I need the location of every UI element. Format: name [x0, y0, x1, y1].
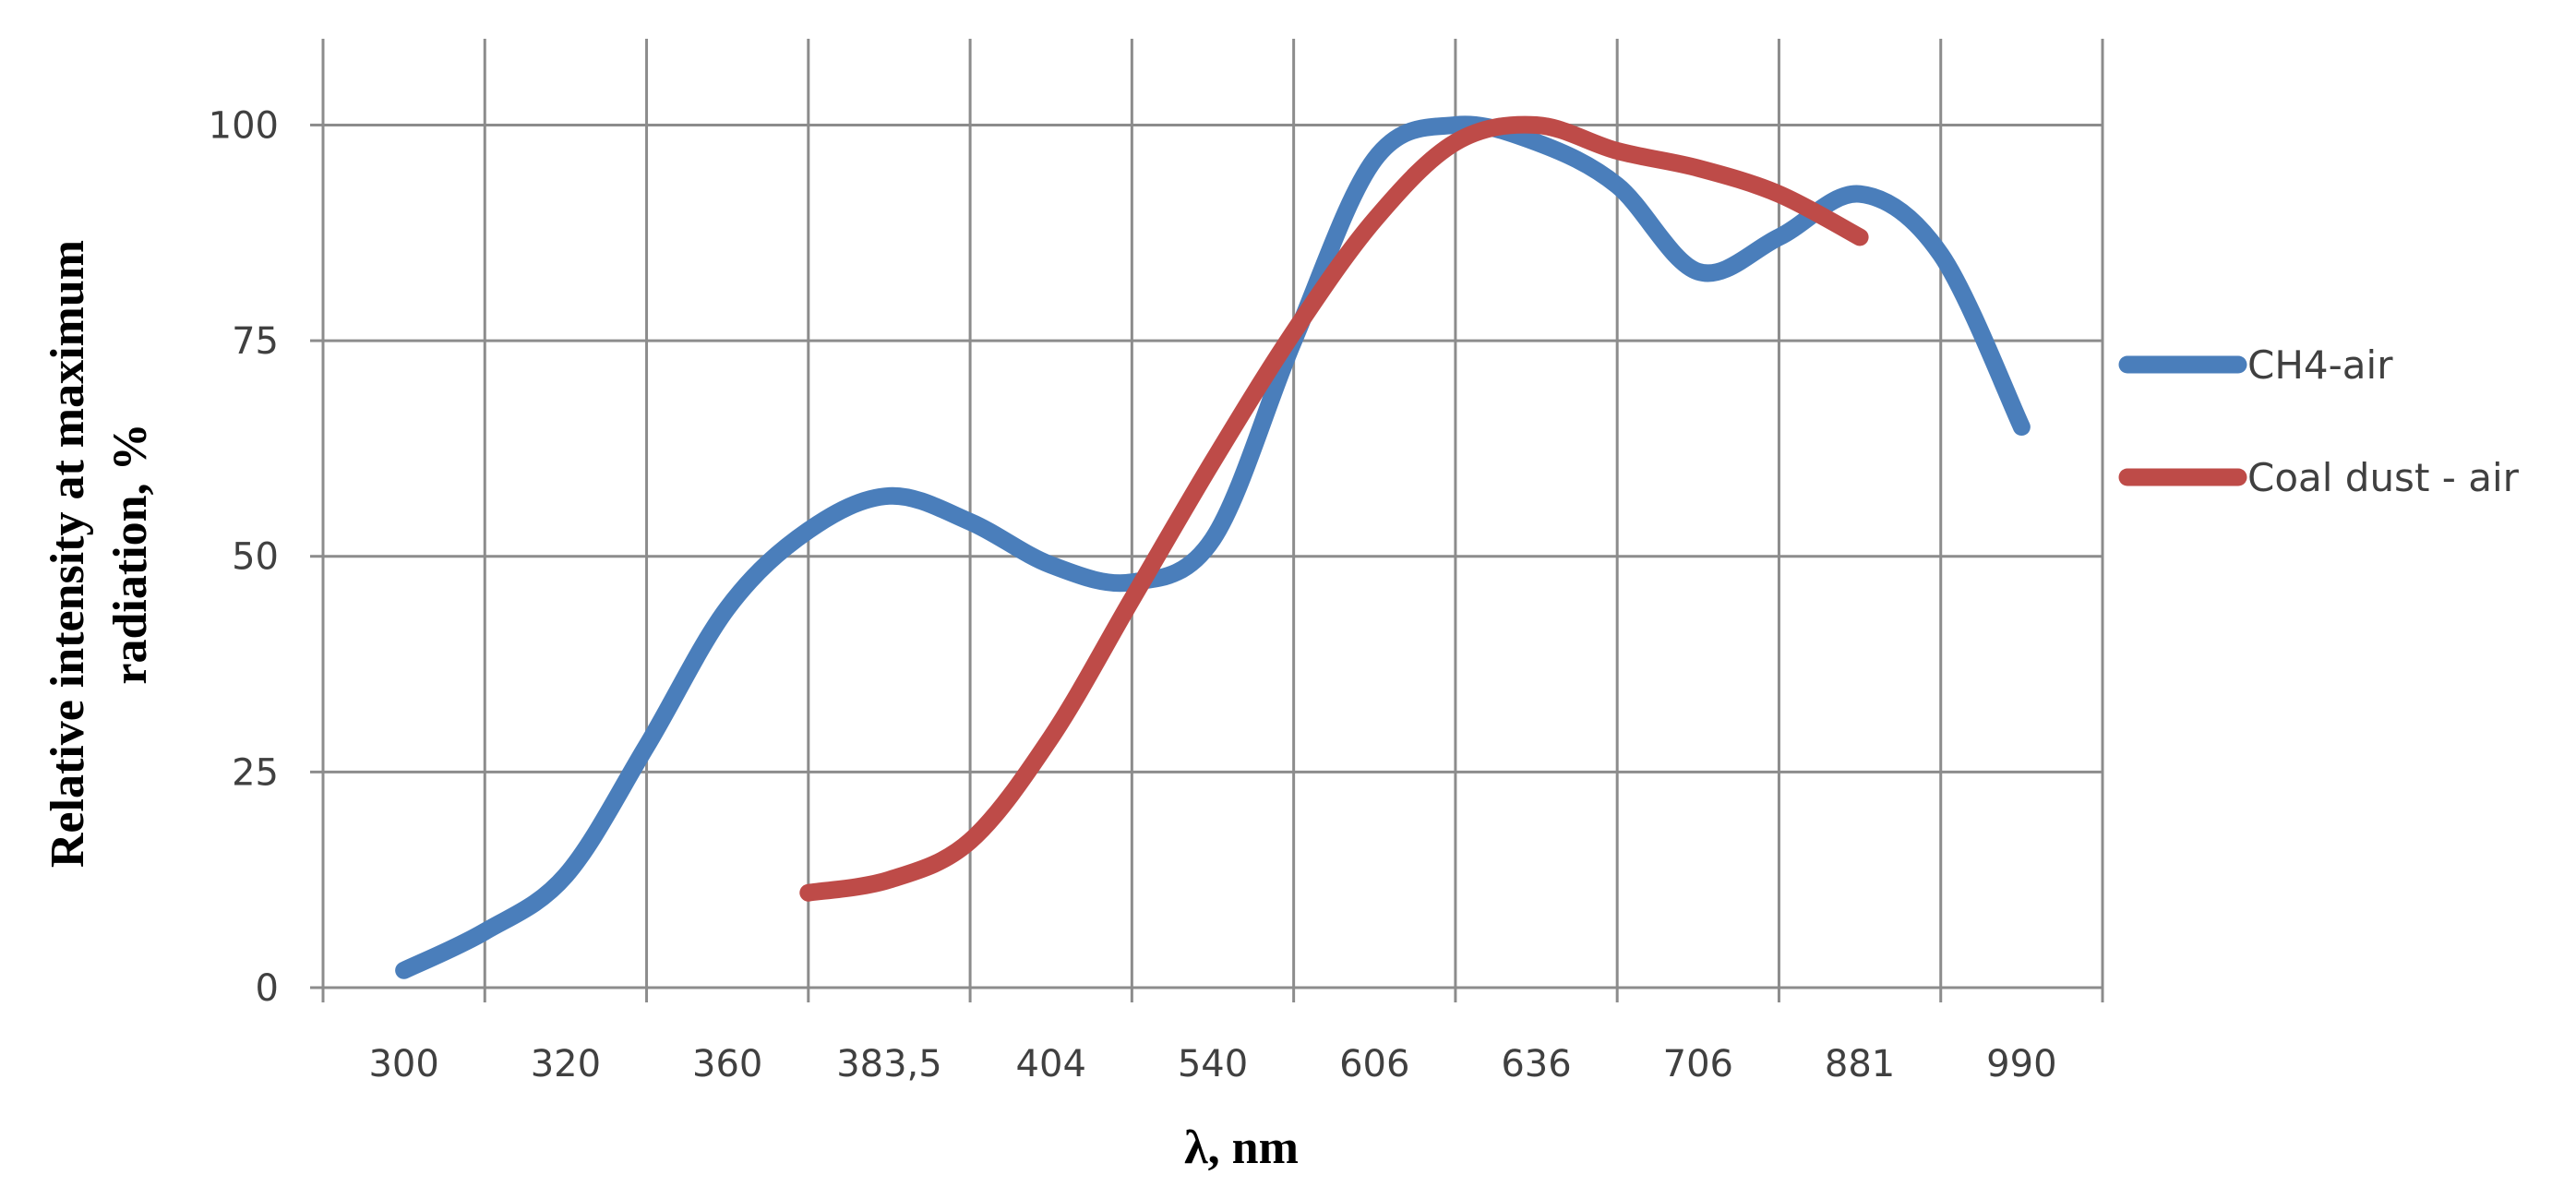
- y-tick-label: 50: [232, 536, 279, 579]
- y-tick-label: 75: [232, 320, 279, 363]
- series-lines: [395, 115, 2031, 979]
- axes: [310, 123, 2103, 989]
- y-axis-title-line2: radiation, %: [104, 423, 157, 684]
- x-tick-label: 990: [1986, 1043, 2056, 1085]
- legend-label: Coal dust - air: [2247, 455, 2520, 500]
- y-axis-title-line1: Relative intensity at maximum: [42, 240, 94, 868]
- y-tick-label: 100: [209, 104, 279, 147]
- x-tick-label: 404: [1016, 1043, 1086, 1085]
- x-tick-label: 636: [1501, 1043, 1571, 1085]
- x-tick-label: 606: [1339, 1043, 1409, 1085]
- y-tick-label: 25: [232, 751, 279, 794]
- x-tick-label: 360: [692, 1043, 762, 1085]
- tick-labels: 0 25 50 75 100 300 320 360 383,5 404 540 606 636 706 8…: [209, 104, 2057, 1085]
- x-tick-label: 300: [368, 1043, 438, 1085]
- y-tick-label: 0: [256, 967, 279, 1010]
- series-line-coal-dust-air: [799, 115, 1869, 902]
- series-line-ch4-air: [395, 115, 2031, 979]
- x-tick-label: 320: [531, 1043, 601, 1085]
- x-tick-label: 706: [1663, 1043, 1733, 1085]
- x-tick-label: 383,5: [836, 1043, 942, 1085]
- y-axis-title: Relative intensity at maximum radiation,…: [42, 240, 157, 868]
- legend-label: CH4-air: [2247, 342, 2393, 388]
- x-tick-label: 540: [1178, 1043, 1248, 1085]
- legend: CH4-air Coal dust - air: [2118, 342, 2520, 500]
- x-axis-title: λ, nm: [1184, 1121, 1299, 1174]
- x-tick-label: 881: [1825, 1043, 1895, 1085]
